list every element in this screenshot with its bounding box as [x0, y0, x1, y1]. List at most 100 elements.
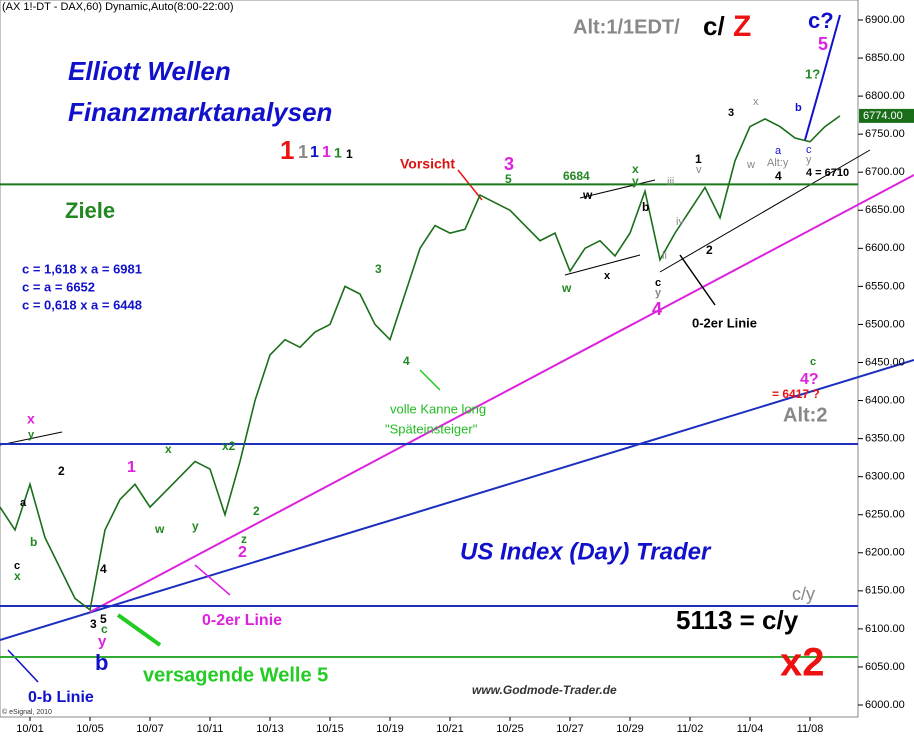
annotation: 3 [90, 617, 97, 631]
annotation: c/ [703, 11, 725, 41]
annotation: 1 [334, 145, 342, 161]
x-tick-label: 10/19 [376, 723, 404, 735]
annotation: Elliott Wellen [68, 56, 231, 86]
annotation: c [14, 560, 20, 572]
y-tick-label: 6900.00 [865, 14, 905, 26]
arrow [679, 254, 716, 306]
annotation: v [696, 164, 702, 176]
annotation: = 6417 ? [772, 387, 820, 401]
annotation: 2 [238, 544, 247, 561]
annotation: 6684 [563, 169, 590, 183]
x-tick-label: 10/13 [256, 723, 284, 735]
annotation: "Späteinsteiger" [385, 421, 478, 436]
annotation: 2 [253, 504, 260, 518]
annotation: c [810, 356, 816, 368]
annotation: x [632, 162, 639, 176]
annotation: c? [808, 8, 834, 33]
annotation: 5 [505, 172, 512, 186]
annotation: a [775, 145, 782, 157]
annotation: iv [676, 216, 684, 228]
x-tick-label: 10/07 [136, 723, 164, 735]
annotation: c = 0,618 x a = 6448 [22, 297, 142, 312]
last-price-label: 6774.00 [863, 110, 903, 122]
annotation: © eSignal, 2010 [2, 708, 52, 716]
annotation: b [30, 535, 37, 549]
annotation: 3 [504, 154, 514, 174]
annotation: 1 [280, 135, 294, 165]
x-tick-label: 10/29 [616, 723, 644, 735]
channel-line [579, 179, 656, 199]
annotation: volle Kanne long [390, 401, 486, 416]
annotation: y [632, 174, 639, 188]
annotation: 4 [775, 169, 782, 183]
annotation: x [753, 96, 759, 108]
y-tick-label: 6700.00 [865, 166, 905, 178]
annotation: a [20, 497, 27, 509]
annotation: versagende Welle 5 [143, 664, 328, 686]
annotation: 0-b Linie [28, 689, 94, 706]
y-tick-label: 6300.00 [865, 471, 905, 483]
y-tick-label: 6350.00 [865, 433, 905, 445]
annotation: 2 [58, 464, 65, 478]
channel-line [0, 431, 63, 446]
trend-line [0, 359, 914, 641]
annotation: x [604, 270, 611, 282]
annotation: 1? [805, 66, 820, 81]
y-tick-label: 6450.00 [865, 356, 905, 368]
annotation: 3 [375, 262, 382, 276]
annotation: c = 1,618 x a = 6981 [22, 261, 142, 276]
annotation: Alt:2 [783, 404, 827, 426]
annotation: 0-2er Linie [202, 612, 282, 629]
annotation: y [192, 519, 199, 533]
annotation: z [241, 532, 247, 546]
annotation: ii [662, 250, 667, 262]
annotation: iii [667, 176, 674, 188]
annotation: y [98, 633, 107, 650]
annotation: y [655, 287, 662, 299]
x-tick-label: 11/04 [737, 723, 764, 735]
annotation: US Index (Day) Trader [460, 538, 712, 565]
y-tick-label: 6250.00 [865, 509, 905, 521]
y-tick-label: 6150.00 [865, 585, 905, 597]
annotation: w [746, 159, 755, 171]
annotation: 0-2er Linie [692, 315, 757, 330]
annotation: y [28, 429, 35, 441]
annotation: 4 [403, 354, 410, 368]
annotation: Z [733, 10, 751, 43]
annotation: 1 [695, 152, 702, 166]
annotation: c = a = 6652 [22, 279, 95, 294]
y-tick-label: 6750.00 [865, 128, 905, 140]
x-tick-label: 10/27 [556, 723, 584, 735]
annotation: 1 [127, 459, 136, 476]
annotation: 3 [728, 107, 734, 119]
annotation: 4 [652, 299, 662, 319]
annotation: 5 [100, 612, 107, 626]
annotation: 1 [310, 144, 319, 161]
x-tick-label: 11/02 [677, 723, 704, 735]
annotation: c [806, 144, 812, 156]
annotation: 5113 = c/y [676, 605, 799, 635]
annotation: c [101, 622, 108, 636]
x-tick-label: 10/01 [16, 723, 44, 735]
annotation: Ziele [65, 198, 115, 223]
plot-area [0, 0, 859, 718]
annotation: 1 [298, 142, 308, 162]
x-tick-label: 10/15 [316, 723, 344, 735]
annotation: x [27, 411, 35, 427]
last-price-box [859, 108, 914, 123]
annotation: Finanzmarktanalysen [68, 97, 332, 127]
price-line [0, 115, 841, 612]
y-tick-label: 6400.00 [865, 394, 905, 406]
annotation: Alt:1/1EDT/ [573, 16, 680, 38]
annotation: c/y [792, 584, 815, 604]
annotation: w [561, 281, 572, 295]
y-tick-label: 6000.00 [865, 699, 905, 711]
x-tick-label: 10/25 [496, 723, 524, 735]
arrow [7, 649, 39, 683]
annotation: www.Godmode-Trader.de [472, 683, 617, 697]
y-tick-label: 6850.00 [865, 52, 905, 64]
annotation: x [14, 569, 21, 583]
x-tick-label: 11/08 [797, 723, 824, 735]
y-tick-label: 6800.00 [865, 90, 905, 102]
